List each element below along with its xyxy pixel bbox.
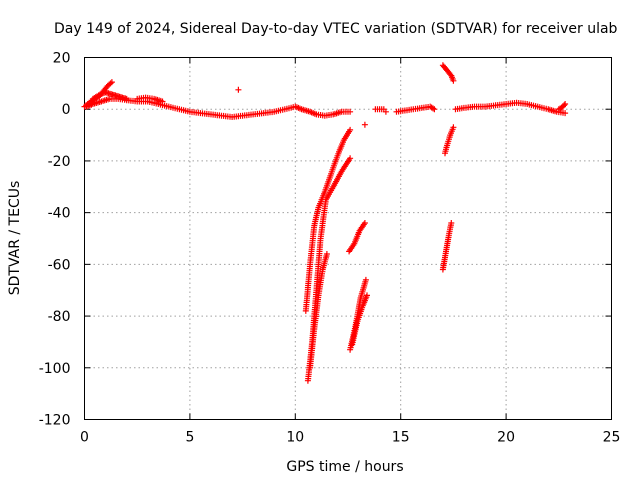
plot-frame <box>84 57 612 420</box>
data-point-group <box>452 99 569 117</box>
y-tick-label: -20 <box>48 154 71 170</box>
y-tick-label: -100 <box>39 361 71 377</box>
data-point-group <box>442 124 457 157</box>
series-storm_arcs <box>302 62 457 384</box>
y-tick-label: 0 <box>62 102 71 118</box>
data-point-group <box>382 108 389 115</box>
x-tick-label: 0 <box>80 430 89 446</box>
y-tick-label: -40 <box>48 206 71 222</box>
data-layer <box>81 62 569 384</box>
data-point-group <box>439 62 457 84</box>
data-point-group <box>393 103 438 115</box>
series-isolated <box>235 86 389 128</box>
tick-layer: 0 5 10 15 20 25 20 0 -20 -40 -60 -80 -100 -120 <box>39 51 621 446</box>
data-point-group <box>235 86 242 93</box>
data-point-group <box>307 251 330 371</box>
x-tick-label: 5 <box>185 430 194 446</box>
data-point-group <box>555 101 569 113</box>
data-point-group <box>134 94 166 105</box>
chart-title: Day 149 of 2024, Sidereal Day-to-day VTE… <box>54 21 618 37</box>
x-axis-label: GPS time / hours <box>286 459 403 475</box>
data-point-group <box>302 126 354 314</box>
x-tick-label: 25 <box>603 430 621 446</box>
grid-layer <box>84 57 612 420</box>
data-point-group <box>89 89 130 102</box>
x-tick-label: 10 <box>286 430 304 446</box>
series-baseline <box>81 79 569 120</box>
y-tick-label: 20 <box>53 51 71 67</box>
y-axis-label: SDTVAR / TECUs <box>7 181 23 296</box>
data-point-group <box>83 95 354 120</box>
y-tick-label: -80 <box>48 309 71 325</box>
y-tick-label: -60 <box>48 257 71 273</box>
data-point-group <box>361 121 368 128</box>
y-tick-label: -120 <box>39 413 71 429</box>
data-point-group <box>346 220 368 255</box>
x-tick-label: 15 <box>392 430 410 446</box>
data-point-group <box>372 106 387 113</box>
x-tick-label: 20 <box>497 430 515 446</box>
data-point-group <box>349 292 370 348</box>
data-point-group <box>439 220 455 273</box>
